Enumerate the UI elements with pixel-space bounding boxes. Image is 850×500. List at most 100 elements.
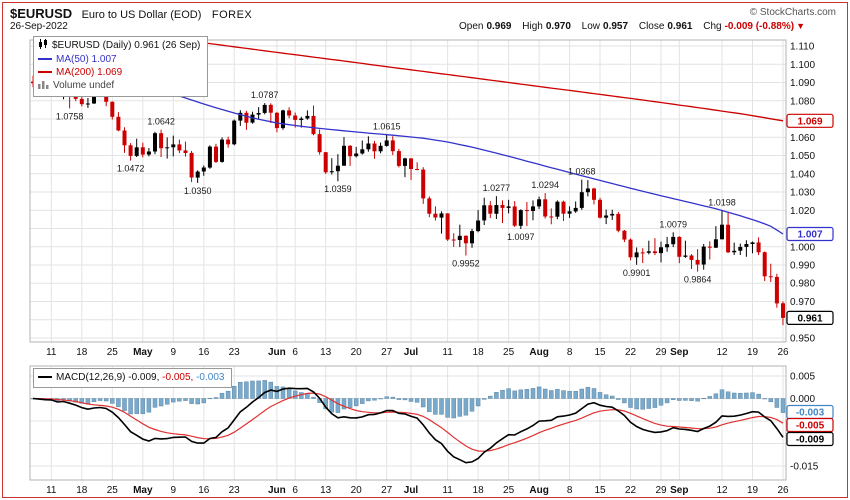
svg-text:1.090: 1.090 xyxy=(790,78,815,89)
svg-text:15: 15 xyxy=(594,485,606,496)
low-value: 0.957 xyxy=(603,21,629,32)
svg-text:22: 22 xyxy=(625,485,637,496)
svg-text:-0.015: -0.015 xyxy=(790,462,819,473)
svg-text:0.980: 0.980 xyxy=(790,279,815,290)
svg-text:11: 11 xyxy=(46,485,57,496)
price-annotations: 1.0758 1.0472 1.0642 1.0350 1.0787 1.0359 1.06… xyxy=(56,90,736,285)
svg-text:25: 25 xyxy=(503,347,515,358)
low-label: Low xyxy=(581,21,601,32)
svg-text:0.9901: 0.9901 xyxy=(623,268,651,278)
last-value-box: -0.005 xyxy=(786,417,834,433)
legend-ma200-row: MA(200) 1.069 xyxy=(38,66,200,79)
ma200-line-icon xyxy=(38,71,52,74)
legend-symbol-row: $EURUSD (Daily) 0.961 (26 Sep) xyxy=(38,39,200,53)
x-axis-labels-main: 11 18 25 May 9 16 23 Jun 6 13 20 27 Jul 11 18 25 Aug 8 15 2… xyxy=(46,347,789,358)
svg-text:18: 18 xyxy=(473,347,485,358)
svg-text:May: May xyxy=(133,485,153,496)
svg-text:0.961: 0.961 xyxy=(797,313,822,324)
quote-strip: 26-Sep-2022 Open 0.969 High 0.970 Low 0.957… xyxy=(10,21,805,34)
svg-text:26: 26 xyxy=(777,485,789,496)
svg-text:1.007: 1.007 xyxy=(797,230,822,241)
volume-bars-icon xyxy=(38,80,49,93)
svg-text:20: 20 xyxy=(351,347,363,358)
chg-label: Chg xyxy=(703,21,722,32)
svg-text:11: 11 xyxy=(442,347,453,358)
macd-axis-labels: 0.005 0.000 -0.015 xyxy=(790,372,819,473)
svg-text:19: 19 xyxy=(747,347,759,358)
svg-text:12: 12 xyxy=(716,485,728,496)
svg-text:1.030: 1.030 xyxy=(790,188,815,199)
svg-text:0.970: 0.970 xyxy=(790,297,815,308)
down-triangle-icon: ▼ xyxy=(796,21,805,31)
svg-text:1.0350: 1.0350 xyxy=(184,186,212,196)
svg-text:9: 9 xyxy=(171,347,177,358)
svg-text:9: 9 xyxy=(171,485,177,496)
symbol: $EURUSD xyxy=(10,6,73,21)
svg-text:11: 11 xyxy=(442,485,453,496)
svg-text:13: 13 xyxy=(320,347,332,358)
open-label: Open xyxy=(459,21,484,32)
svg-text:Jul: Jul xyxy=(404,485,419,496)
exchange-label: FOREX xyxy=(211,9,253,21)
ma50-line-icon xyxy=(38,58,52,61)
svg-text:1.000: 1.000 xyxy=(790,242,815,253)
legend-symbol-text: $EURUSD (Daily) 0.961 (26 Sep) xyxy=(52,40,201,51)
svg-text:0.005: 0.005 xyxy=(790,372,815,383)
svg-text:23: 23 xyxy=(229,485,241,496)
svg-text:Aug: Aug xyxy=(529,347,548,358)
svg-text:18: 18 xyxy=(76,347,88,358)
svg-text:25: 25 xyxy=(107,485,119,496)
open-value: 0.969 xyxy=(486,21,512,32)
svg-text:1.0758: 1.0758 xyxy=(56,111,84,121)
svg-text:13: 13 xyxy=(320,485,332,496)
last-value-box: 0.961 xyxy=(786,310,834,325)
svg-text:1.0787: 1.0787 xyxy=(251,90,279,100)
svg-text:27: 27 xyxy=(381,485,393,496)
svg-text:1.050: 1.050 xyxy=(790,151,815,162)
svg-text:1.0097: 1.0097 xyxy=(507,232,535,242)
gridlines xyxy=(30,40,786,480)
svg-text:25: 25 xyxy=(107,347,119,358)
high-value: 0.970 xyxy=(545,21,571,32)
chg-value: -0.009 (-0.88%) xyxy=(724,21,795,32)
macd-line-icon xyxy=(38,376,52,379)
legend-ma50-text: MA(50) 1.007 xyxy=(56,54,117,65)
main-chart-legend: $EURUSD (Daily) 0.961 (26 Sep) MA(50) 1.… xyxy=(33,36,209,97)
price-panel-frame xyxy=(29,39,787,343)
svg-text:0.990: 0.990 xyxy=(790,261,815,272)
last-value-box: -0.009 xyxy=(786,431,834,447)
svg-text:-0.003: -0.003 xyxy=(796,408,825,419)
svg-text:19: 19 xyxy=(747,485,759,496)
svg-text:May: May xyxy=(133,347,153,358)
macd-line xyxy=(32,387,784,464)
svg-text:1.020: 1.020 xyxy=(790,206,815,217)
svg-text:12: 12 xyxy=(716,347,728,358)
macd-hist-value: -0.003 xyxy=(196,372,225,383)
svg-text:-0.005: -0.005 xyxy=(796,421,825,432)
candlestick-icon xyxy=(38,39,48,53)
svg-text:1.0198: 1.0198 xyxy=(708,198,736,208)
svg-text:Sep: Sep xyxy=(670,347,688,358)
svg-text:16: 16 xyxy=(198,347,210,358)
svg-text:16: 16 xyxy=(198,485,210,496)
svg-text:1.0277: 1.0277 xyxy=(483,183,511,193)
svg-text:-0.009: -0.009 xyxy=(796,435,825,446)
macd-legend: MACD(12,26,9) -0.009, -0.005, -0.003 xyxy=(33,368,233,388)
svg-text:0.9952: 0.9952 xyxy=(452,259,480,269)
high-label: High xyxy=(522,21,543,32)
ma200-line xyxy=(177,40,784,122)
svg-text:1.110: 1.110 xyxy=(790,42,815,53)
svg-text:1.0615: 1.0615 xyxy=(373,122,401,132)
svg-text:11: 11 xyxy=(46,347,57,358)
svg-text:Aug: Aug xyxy=(529,485,548,496)
x-axis-labels-macd: 11 18 25 May 9 16 23 Jun 6 13 20 27 Jul 11 18 25 Aug 8 15 2… xyxy=(46,485,789,496)
copyright: © StockCharts.com xyxy=(749,7,836,18)
svg-text:0.000: 0.000 xyxy=(790,394,815,405)
legend-ma50-row: MA(50) 1.007 xyxy=(38,53,200,66)
svg-text:8: 8 xyxy=(567,347,573,358)
svg-text:29: 29 xyxy=(655,347,667,358)
svg-text:Jun: Jun xyxy=(268,347,286,358)
svg-text:27: 27 xyxy=(381,347,393,358)
svg-text:26: 26 xyxy=(777,347,789,358)
